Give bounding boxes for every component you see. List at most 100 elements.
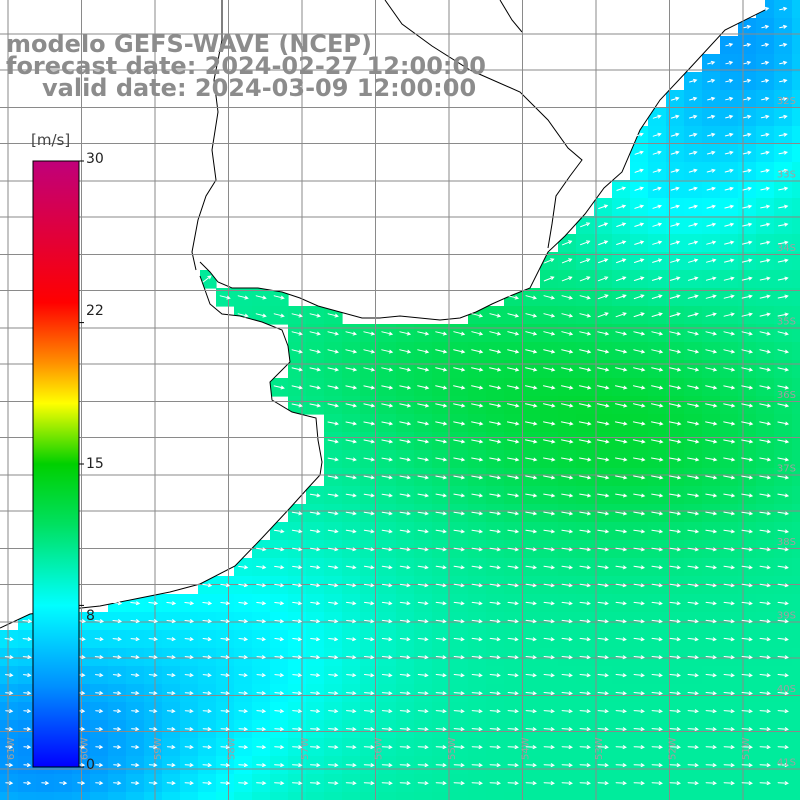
wind-arrow — [238, 763, 249, 767]
wind-arrow — [507, 439, 520, 444]
wind-arrow — [633, 511, 646, 516]
wind-arrow — [471, 331, 484, 336]
wind-arrow — [579, 565, 592, 570]
wind-arrow — [220, 619, 231, 624]
wind-arrow — [417, 457, 430, 462]
wind-arrow — [381, 331, 394, 336]
wind-arrow — [687, 385, 700, 390]
wind-arrow — [633, 745, 645, 750]
wind-arrow — [761, 42, 770, 47]
wind-arrow — [723, 673, 735, 678]
wind-arrow — [453, 709, 465, 714]
wind-arrow — [725, 96, 734, 101]
wind-arrow — [778, 96, 788, 101]
wind-arrow — [435, 385, 448, 390]
wind-arrow — [689, 78, 698, 83]
wind-arrow — [543, 619, 555, 624]
wind-arrow — [77, 781, 86, 785]
wind-arrow — [525, 493, 538, 498]
wind-arrow — [148, 601, 159, 606]
wind-arrow — [327, 493, 339, 498]
wind-arrow — [741, 258, 753, 263]
wind-arrow — [742, 204, 753, 209]
land-area — [0, 262, 322, 628]
wind-arrow — [633, 565, 646, 570]
wind-arrow — [669, 565, 682, 570]
wind-arrow — [597, 619, 609, 624]
wind-arrow — [507, 421, 520, 426]
wind-arrow — [543, 493, 556, 498]
wind-arrow — [759, 709, 771, 714]
wind-arrow — [525, 385, 538, 390]
wind-arrow — [525, 511, 538, 516]
wind-arrow — [381, 475, 393, 480]
wind-arrow — [633, 547, 646, 552]
wind-arrow — [632, 421, 646, 426]
wind-arrow — [417, 709, 429, 714]
wind-arrow — [615, 511, 628, 516]
wind-arrow — [346, 601, 357, 606]
wind-arrow — [130, 655, 140, 659]
wind-arrow — [5, 763, 14, 767]
wind-arrow — [741, 493, 754, 498]
wind-arrow — [381, 511, 393, 516]
wind-arrow — [130, 601, 141, 606]
wind-arrow — [364, 637, 375, 642]
wind-arrow — [435, 709, 447, 714]
wind-arrow — [651, 457, 664, 462]
wind-arrow — [687, 367, 700, 372]
wind-arrow — [453, 385, 466, 390]
wind-arrow — [543, 709, 555, 714]
wind-arrow — [327, 529, 339, 534]
wind-arrow — [633, 619, 645, 624]
wind-arrow — [363, 547, 375, 552]
wind-arrow — [579, 673, 591, 678]
wind-arrow — [651, 529, 664, 534]
wind-arrow — [453, 565, 465, 570]
wind-arrow — [327, 385, 340, 390]
wind-arrow — [561, 709, 573, 714]
wind-arrow — [759, 637, 771, 642]
wind-arrow — [471, 529, 484, 534]
wind-arrow — [741, 331, 753, 336]
wind-arrow — [346, 709, 357, 714]
wind-arrow — [364, 601, 375, 606]
wind-arrow — [651, 673, 663, 678]
wind-arrow — [759, 439, 772, 444]
wind-arrow — [364, 619, 375, 624]
wind-arrow — [184, 637, 194, 642]
wind-arrow — [525, 367, 538, 372]
wind-arrow — [777, 637, 789, 642]
wind-arrow — [543, 276, 555, 282]
wind-arrow — [435, 403, 448, 408]
wind-arrow — [705, 511, 718, 516]
longitude-label: 60W — [80, 737, 91, 760]
wind-arrow — [760, 240, 771, 245]
wind-arrow — [507, 349, 520, 354]
wind-arrow — [670, 96, 680, 101]
wind-arrow — [202, 275, 212, 283]
wind-arrow — [561, 763, 573, 768]
colorbar-tick-label: 15 — [86, 456, 104, 472]
wind-arrow — [166, 691, 176, 695]
wind-arrow — [669, 673, 681, 678]
wind-arrow — [633, 294, 645, 300]
wind-arrow — [741, 583, 753, 588]
wind-arrow — [669, 637, 681, 642]
wind-arrow — [633, 457, 646, 462]
wind-arrow — [724, 240, 735, 245]
wind-arrow — [309, 331, 321, 336]
wind-arrow — [363, 529, 375, 534]
wind-arrow — [453, 493, 466, 498]
wind-arrow — [184, 763, 194, 767]
wind-arrow — [761, 60, 770, 65]
wind-arrow — [166, 673, 176, 677]
wind-arrow — [615, 727, 627, 732]
colorbar-tick-label: 30 — [86, 151, 104, 167]
wind-arrow — [346, 691, 357, 696]
wind-arrow — [525, 547, 538, 552]
wind-arrow — [561, 403, 574, 408]
wind-arrow — [615, 673, 627, 678]
wind-arrow — [669, 763, 681, 768]
wind-arrow — [761, 96, 770, 101]
